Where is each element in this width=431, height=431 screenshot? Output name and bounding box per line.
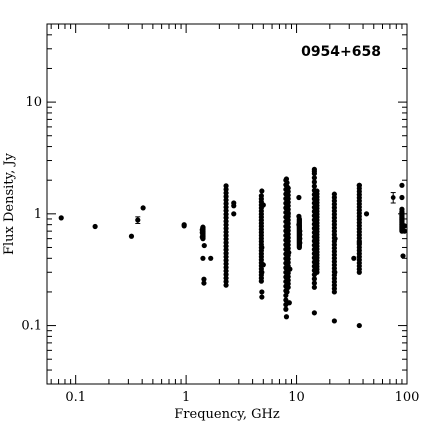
- x-tick-label: 0.1: [65, 390, 86, 405]
- data-point: [201, 276, 207, 282]
- data-point: [201, 280, 207, 286]
- data-point: [223, 183, 229, 189]
- data-point: [259, 289, 265, 295]
- error-bars: [135, 192, 396, 224]
- data-point: [311, 310, 317, 316]
- data-point: [311, 280, 317, 286]
- data-point: [283, 302, 289, 308]
- data-point: [296, 194, 302, 201]
- data-point: [311, 183, 317, 189]
- data-point: [311, 284, 317, 290]
- tick-labels: 0.1 1 10 100 0.1 1 10: [21, 95, 419, 405]
- data-point: [390, 195, 396, 200]
- data-point: [258, 193, 264, 199]
- data-point: [259, 294, 265, 300]
- data-point: [399, 182, 405, 188]
- axis-ticks: [47, 23, 408, 385]
- data-point: [296, 216, 302, 222]
- data-point: [311, 166, 317, 172]
- data-point: [351, 255, 357, 261]
- data-point: [283, 306, 289, 312]
- data-point: [400, 253, 406, 259]
- data-point: [311, 170, 317, 177]
- data-point: [356, 322, 362, 329]
- data-point: [311, 179, 317, 185]
- data-point: [208, 255, 214, 261]
- data-point: [128, 233, 135, 239]
- x-tick-label: 1: [182, 390, 190, 405]
- data-point: [201, 242, 207, 249]
- data-point: [135, 217, 141, 223]
- x-axis-label: Frequency, GHz: [174, 407, 280, 422]
- data-point: [58, 215, 64, 221]
- data-point: [399, 194, 405, 201]
- y-tick-label: 0.1: [21, 319, 42, 334]
- y-tick-label: 10: [25, 95, 42, 110]
- data-point: [259, 188, 265, 194]
- data-point: [140, 205, 146, 211]
- data-point: [200, 255, 206, 261]
- data-point: [311, 175, 317, 181]
- data-points: [58, 166, 408, 329]
- data-point: [231, 203, 237, 209]
- x-tick-label: 100: [395, 390, 420, 405]
- data-point: [283, 314, 290, 320]
- data-point: [284, 180, 290, 186]
- y-axis-label: Flux Density, Jy: [2, 152, 17, 255]
- data-point: [399, 208, 405, 215]
- data-point: [311, 276, 317, 282]
- data-point: [331, 318, 337, 324]
- data-point: [363, 211, 370, 217]
- y-tick-label: 1: [34, 207, 42, 222]
- data-point: [356, 182, 362, 188]
- data-point: [283, 297, 289, 303]
- plot-frame: [46, 23, 408, 385]
- data-point: [231, 211, 237, 217]
- data-point: [285, 185, 291, 191]
- data-point: [200, 224, 206, 230]
- data-point: [284, 289, 290, 295]
- data-point: [181, 223, 187, 229]
- x-tick-label: 10: [288, 390, 305, 405]
- data-point: [92, 223, 98, 230]
- data-point: [314, 188, 320, 194]
- data-point: [331, 194, 337, 201]
- chart-title: 0954+658: [301, 44, 381, 60]
